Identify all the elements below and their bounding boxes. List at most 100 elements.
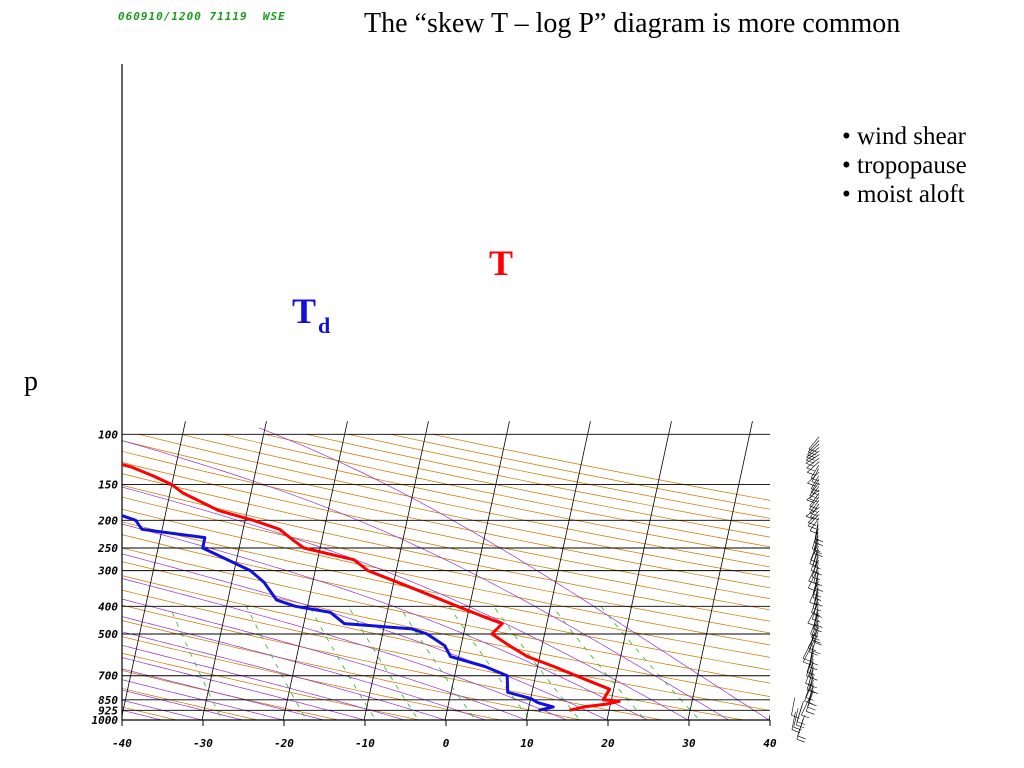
pressure-tick-label: 500 (98, 628, 118, 641)
wind-barb (810, 503, 820, 517)
pressure-tick-label: 100 (98, 428, 118, 441)
mixing-ratio-line (448, 606, 531, 720)
wind-barb (809, 493, 820, 507)
wind-barb-flag (814, 588, 823, 592)
dry-adiabat (122, 496, 770, 634)
temperature-tick-label: 30 (681, 737, 696, 750)
mixing-ratio-line (493, 606, 581, 720)
wind-barb-flag (808, 702, 817, 707)
wind-barb-flag (806, 711, 815, 715)
wind-barb (802, 641, 814, 663)
temperature-tick-label: 0 (443, 737, 450, 750)
dry-adiabat (122, 589, 746, 720)
wind-barb (813, 623, 819, 643)
wind-barb (809, 672, 814, 691)
temperature-tick-label: 10 (520, 737, 534, 750)
isotherm (687, 421, 753, 720)
pressure-axis-label: p (24, 366, 38, 397)
wind-barb (809, 634, 814, 653)
wind-barb-flag (809, 651, 818, 656)
pressure-tick-label: 850 (98, 694, 118, 707)
dry-adiabat (122, 484, 770, 622)
dry-adiabat (222, 433, 770, 548)
wind-barb-flag (807, 482, 816, 487)
wind-barb (812, 546, 819, 567)
wind-barb-flag (806, 499, 815, 504)
wind-barb-flag (802, 658, 812, 662)
pressure-tick-label: 300 (97, 565, 118, 578)
wind-barb (813, 553, 819, 573)
wind-barb-flag (814, 641, 823, 646)
wind-barb-flag (809, 690, 818, 694)
dry-adiabat (122, 688, 260, 720)
wind-barb-flag (814, 602, 823, 607)
wind-barb (807, 514, 820, 527)
pressure-tick-label: 925 (98, 704, 118, 717)
wind-barb-flag (796, 738, 805, 743)
pressure-tick-label: 700 (98, 670, 118, 683)
wind-barb (807, 471, 820, 484)
wind-barb (807, 510, 820, 523)
wind-barb (807, 686, 814, 708)
wind-barb-flag (797, 735, 806, 740)
wind-barb (805, 690, 814, 712)
pressure-tick-label: 1000 (92, 714, 119, 727)
wind-barb-flag (808, 580, 817, 585)
wind-barb (796, 701, 804, 722)
wind-barb (814, 584, 819, 604)
mixing-ratio-line (246, 606, 307, 720)
wind-barb-flag (810, 477, 820, 482)
isotherm (363, 421, 429, 720)
dry-adiabat (122, 636, 503, 720)
dry-adiabat (122, 473, 770, 611)
wind-barb-flag (808, 451, 817, 456)
wind-barb (808, 560, 819, 582)
wind-barb-flag (813, 614, 822, 618)
wind-barb-flag (796, 724, 805, 729)
temperature-tick-label: 40 (763, 737, 777, 750)
isotherm (768, 713, 770, 720)
wind-barb-flag (814, 624, 823, 628)
wind-barb-flag (813, 571, 822, 576)
temperature-tick-label: 20 (600, 737, 615, 750)
wind-barb (807, 443, 820, 456)
wind-barb-flag (809, 661, 819, 666)
wind-barb (791, 697, 796, 716)
wind-barb-flag (803, 661, 812, 666)
wind-barb-flag (791, 714, 800, 719)
wind-barb (807, 440, 820, 453)
wind-barb (809, 486, 820, 500)
temperature-line (122, 463, 621, 712)
wind-barb-flag (806, 457, 815, 461)
wind-barb (793, 708, 799, 728)
wind-barb (814, 535, 819, 554)
wind-barb-flag (804, 700, 813, 705)
wind-barb-flag (812, 565, 821, 570)
wind-barb-flag (808, 522, 817, 526)
isotherm (0, 421, 23, 726)
wind-barb (809, 482, 820, 496)
wind-barb (813, 531, 819, 551)
wind-barb-flag (806, 467, 815, 472)
wind-barb-flag (805, 515, 814, 520)
pressure-tick-label: 200 (97, 514, 118, 527)
dry-adiabat (138, 433, 770, 568)
dry-adiabat (122, 450, 770, 589)
wind-barb (808, 665, 814, 685)
bullet-list: • wind shear • tropopause • moist aloft (842, 122, 967, 209)
wind-barb-flag (812, 597, 822, 601)
wind-barb-flag (809, 602, 818, 606)
wind-barb-flag (811, 636, 820, 641)
wind-barb-flag (813, 628, 822, 633)
wind-barb-flag (793, 726, 802, 731)
wind-barb-flag (812, 548, 821, 553)
wind-barb-flag (810, 559, 819, 564)
wind-barb-flag (806, 671, 816, 676)
wind-barb-flag (812, 593, 822, 598)
wind-barb-flag (809, 498, 818, 503)
wind-barb-flag (809, 666, 818, 671)
wind-barb (805, 454, 820, 464)
wind-barb-flag (810, 491, 820, 496)
wind-barb (814, 524, 819, 543)
wind-barb-flag (812, 650, 821, 655)
